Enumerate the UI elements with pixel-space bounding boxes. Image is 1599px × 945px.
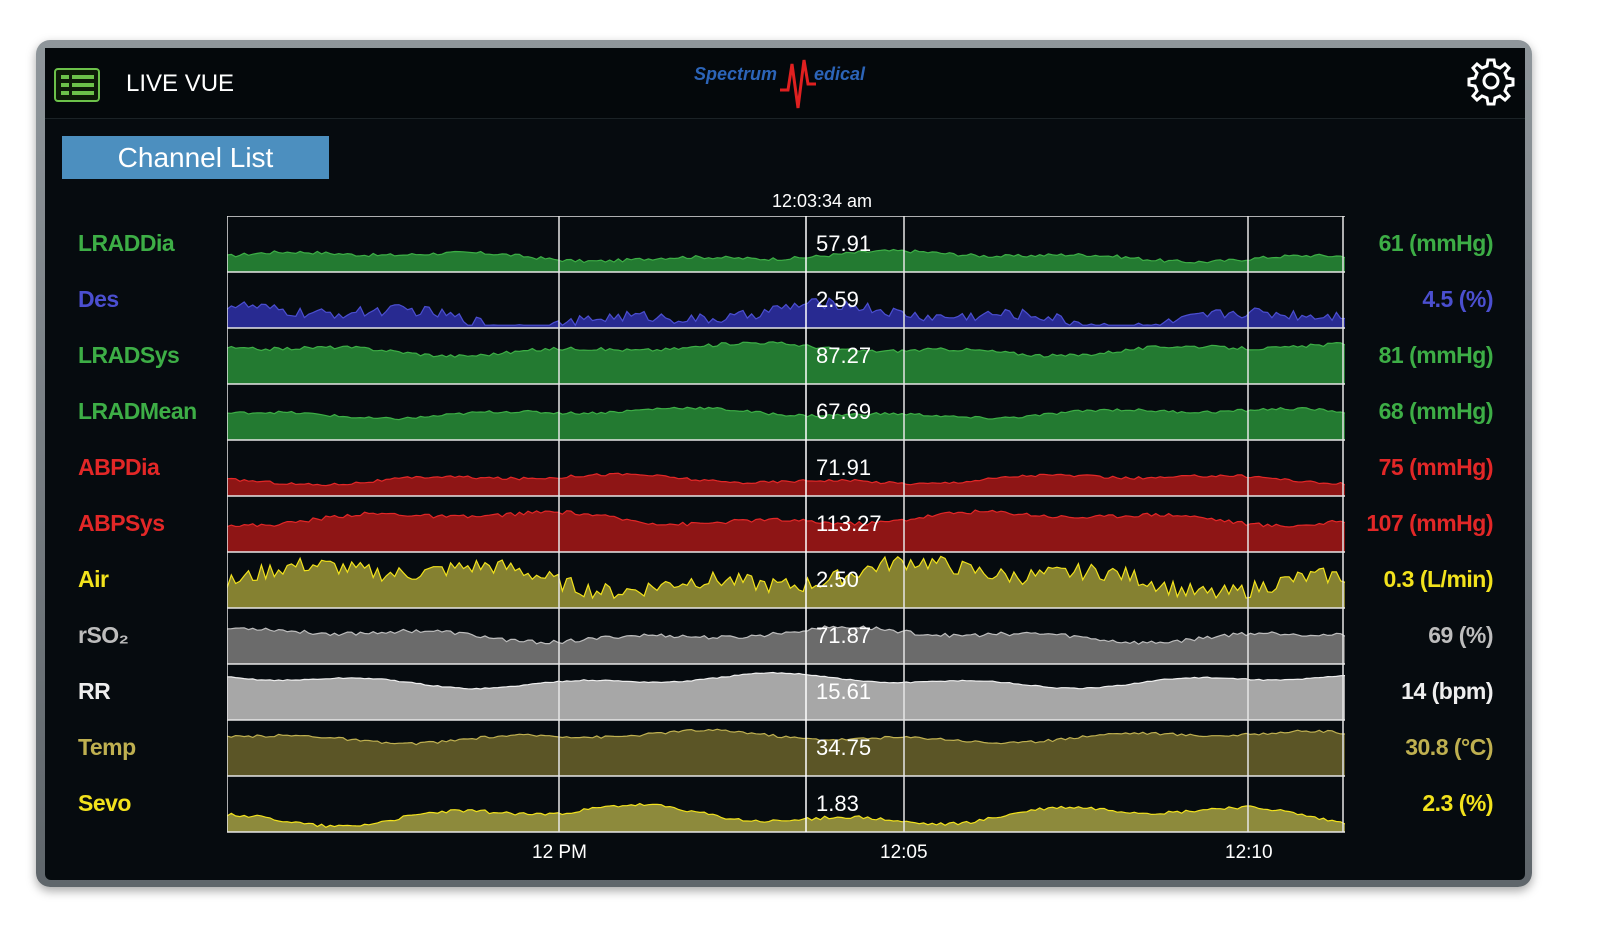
channel-current-value: 4.5 (%) xyxy=(1422,286,1493,312)
channel-trend-area xyxy=(227,473,1345,496)
channel-current-value: 0.3 (L/min) xyxy=(1383,566,1493,592)
channel-trend-area xyxy=(227,341,1345,384)
channel-trend-area xyxy=(227,249,1345,272)
channel-current-value: 69 (%) xyxy=(1428,622,1493,648)
channel-trend-area xyxy=(227,556,1345,608)
cursor-time: 12:03:34 am xyxy=(771,191,873,211)
trend-plot[interactable]: 57.91 2.59 87.27 67.69 71.91 113.27 2.50 71.87 1… xyxy=(227,216,1345,833)
channel-current-value: 81 (mmHg) xyxy=(1378,342,1494,368)
channel-trend-area xyxy=(227,625,1345,664)
logo-text-right: edical xyxy=(814,64,866,84)
channel-trend-line xyxy=(227,728,1345,746)
cursor-value: 67.69 xyxy=(816,399,871,424)
channel-label: ABPSys xyxy=(78,510,165,536)
channel-trend-line xyxy=(227,509,1345,528)
channel-trend-area xyxy=(227,729,1345,776)
menu-list-icon[interactable] xyxy=(54,68,100,102)
channel-trend-line xyxy=(227,472,1345,487)
channel-trend-line xyxy=(227,671,1345,690)
top-bar xyxy=(45,48,1525,119)
spectrum-medical-logo: Spectrum edical xyxy=(690,56,890,116)
cursor-value: 15.61 xyxy=(816,679,871,704)
cursor-value: 71.91 xyxy=(816,455,871,480)
channel-trend-line xyxy=(227,625,1345,645)
cursor-value: 113.27 xyxy=(816,511,882,536)
channel-label: Des xyxy=(78,286,119,312)
channel-label: RR xyxy=(78,678,111,704)
logo-text-left: Spectrum xyxy=(694,64,778,84)
channel-trend-area xyxy=(227,803,1345,832)
channel-trend-area xyxy=(227,298,1345,328)
channel-label: LRADDia xyxy=(78,230,175,256)
channel-current-value: 2.3 (%) xyxy=(1422,790,1493,816)
cursor-value: 57.91 xyxy=(816,231,871,256)
channel-current-value: 30.8 (°C) xyxy=(1405,734,1493,760)
cursor-value: 71.87 xyxy=(816,623,871,648)
channel-trend-area xyxy=(227,407,1345,440)
channel-list-button[interactable]: Channel List xyxy=(62,136,329,179)
cursor-value: 1.83 xyxy=(816,791,859,816)
channel-trend-line xyxy=(227,802,1345,828)
channel-label: Sevo xyxy=(78,790,131,816)
x-tick-12pm: 12 PM xyxy=(532,842,587,863)
logo-pulse-icon xyxy=(780,59,816,109)
channel-trend-line xyxy=(227,297,1345,327)
gear-icon[interactable] xyxy=(1466,56,1516,106)
channel-label: Temp xyxy=(78,734,136,760)
channel-current-value: 68 (mmHg) xyxy=(1378,398,1494,424)
x-tick-1205: 12:05 xyxy=(880,842,928,863)
channel-trend-line xyxy=(227,406,1345,421)
channel-trend-area xyxy=(227,672,1345,720)
cursor-value: 2.59 xyxy=(816,287,859,312)
cursor-value: 87.27 xyxy=(816,343,871,368)
cursor-value: 34.75 xyxy=(816,735,871,760)
app-title: LIVE VUE xyxy=(126,70,235,97)
channel-trend-line xyxy=(227,248,1345,264)
channel-label: rSO₂ xyxy=(78,622,129,648)
channel-current-value: 61 (mmHg) xyxy=(1378,230,1494,256)
channel-current-value: 14 (bpm) xyxy=(1401,678,1493,704)
channel-label: ABPDia xyxy=(78,454,160,480)
channel-label: LRADSys xyxy=(78,342,180,368)
channel-label: LRADMean xyxy=(78,398,197,424)
x-tick-1210: 12:10 xyxy=(1225,842,1273,863)
channel-label: Air xyxy=(78,566,109,592)
channel-trend-line xyxy=(227,555,1345,600)
channel-trend-area xyxy=(227,510,1345,552)
channel-current-value: 107 (mmHg) xyxy=(1366,510,1493,536)
channel-trend-line xyxy=(227,341,1345,358)
cursor-value: 2.50 xyxy=(816,567,859,592)
channel-current-value: 75 (mmHg) xyxy=(1378,454,1494,480)
